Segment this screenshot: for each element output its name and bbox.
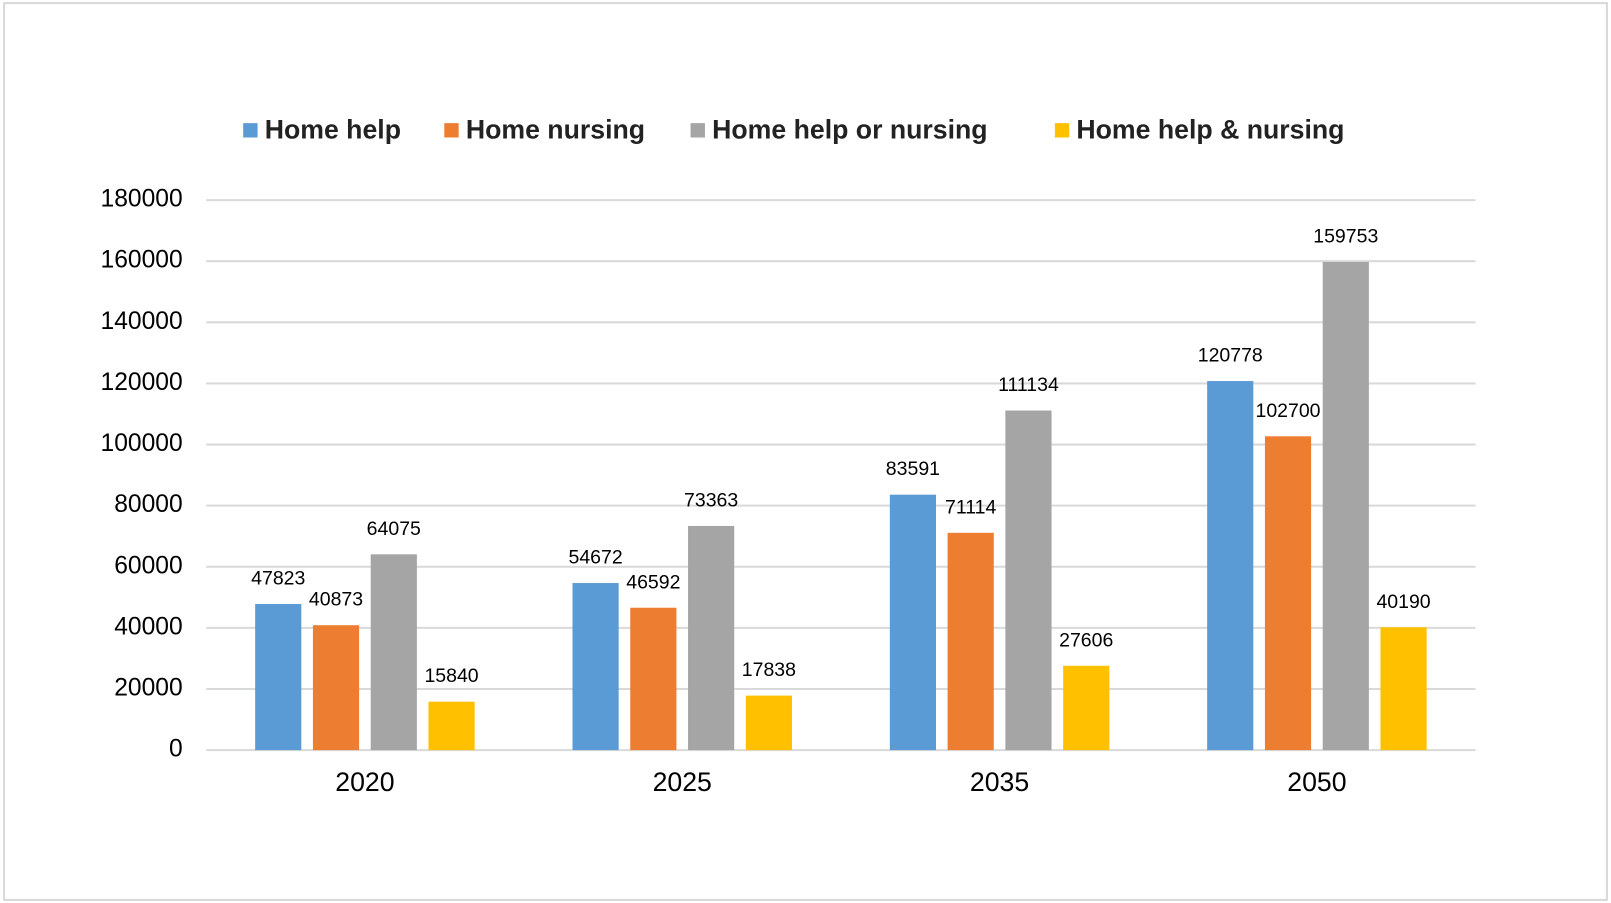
data-label: 54672 (568, 547, 622, 569)
data-label: 73363 (684, 489, 738, 511)
legend-swatch (243, 123, 258, 138)
bar (312, 625, 360, 751)
y-tick-label: 40000 (114, 613, 182, 640)
bar (572, 583, 619, 751)
bar (745, 695, 792, 751)
bar (889, 494, 936, 751)
y-tick-label: 60000 (114, 552, 182, 579)
bar (1207, 381, 1254, 751)
y-tick-label: 120000 (101, 369, 183, 396)
data-label: 71114 (945, 496, 996, 518)
data-label: 15840 (424, 665, 478, 687)
legend-swatch (1054, 123, 1070, 138)
data-label: 40873 (309, 589, 363, 611)
bar (1380, 627, 1427, 751)
x-tick-label: 2035 (970, 767, 1029, 797)
legend-swatch (444, 123, 459, 138)
data-label: 111134 (998, 374, 1059, 396)
y-tick-label: 160000 (101, 247, 183, 274)
data-label: 40190 (1376, 591, 1430, 613)
bar (1063, 665, 1110, 751)
legend-label: Home help or nursing (712, 114, 987, 144)
bar (428, 701, 475, 751)
data-label: 47823 (251, 568, 305, 590)
legend-label: Home help (265, 114, 401, 144)
bar (370, 554, 417, 751)
y-tick-label: 140000 (101, 308, 183, 335)
y-tick-label: 0 (169, 736, 183, 763)
bar (1005, 410, 1052, 751)
data-label: 102700 (1255, 400, 1320, 422)
data-label: 83591 (886, 458, 940, 480)
y-tick-label: 80000 (114, 491, 182, 518)
x-tick-label: 2020 (335, 767, 394, 797)
x-tick-label: 2025 (653, 767, 712, 797)
data-label: 17838 (742, 659, 796, 681)
data-label: 120778 (1198, 345, 1263, 367)
bar (1322, 261, 1369, 751)
y-tick-label: 20000 (114, 674, 182, 701)
bar (255, 603, 302, 751)
data-label: 27606 (1059, 629, 1113, 651)
data-label: 46592 (626, 571, 680, 593)
legend-swatch (690, 123, 705, 138)
legend-label: Home nursing (466, 114, 645, 144)
bar (630, 607, 677, 751)
y-tick-label: 180000 (101, 186, 183, 213)
x-tick-label: 2050 (1287, 767, 1346, 797)
bar (947, 532, 994, 751)
bar (688, 525, 735, 751)
y-tick-label: 100000 (101, 430, 183, 457)
legend-label: Home help & nursing (1076, 114, 1344, 144)
data-label: 159753 (1313, 225, 1378, 247)
bar (1264, 436, 1312, 751)
data-label: 64075 (367, 518, 421, 540)
